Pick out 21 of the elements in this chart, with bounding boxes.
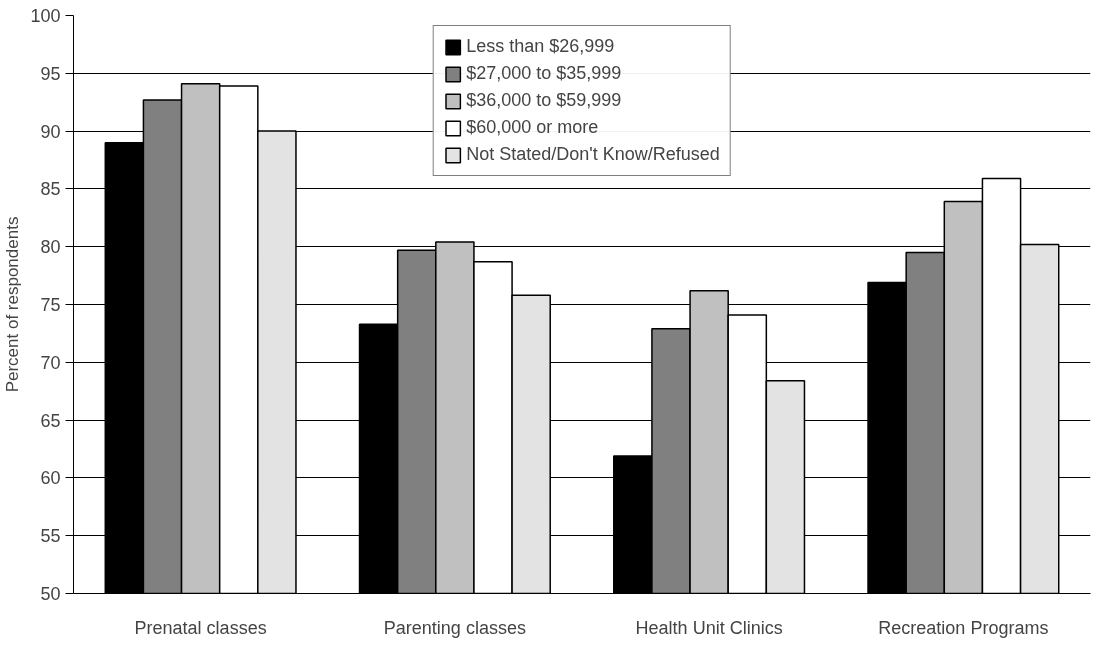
y-tick-label: 75 [40, 295, 61, 315]
y-tick-label: 90 [40, 121, 61, 142]
legend-label: $27,000 to $35,999 [466, 63, 622, 84]
y-tick-label: 50 [40, 584, 61, 604]
y-axis-title: Percent of respondents [3, 216, 23, 393]
legend-label: $60,000 or more [466, 117, 599, 138]
x-tick-label: Parenting classes [383, 617, 526, 638]
legend-label: $36,000 to $59,999 [466, 90, 622, 111]
y-tick-label: 70 [40, 352, 61, 373]
y-tick-label: 65 [40, 410, 61, 431]
x-tick-label: Recreation Programs [878, 617, 1049, 638]
y-tick-label: 60 [40, 468, 61, 489]
y-tick-label: 85 [40, 179, 61, 200]
legend-label: Less than $26,999 [466, 36, 615, 57]
legend-label: Not Stated/Don't Know/Refused [466, 144, 720, 165]
y-tick-label: 100 [30, 6, 61, 26]
x-tick-label: Health Unit Clinics [635, 617, 783, 638]
y-tick-label: 55 [40, 526, 61, 547]
x-tick-label: Prenatal classes [134, 617, 267, 638]
y-tick-label: 95 [40, 63, 61, 84]
y-tick-label: 80 [40, 237, 61, 258]
